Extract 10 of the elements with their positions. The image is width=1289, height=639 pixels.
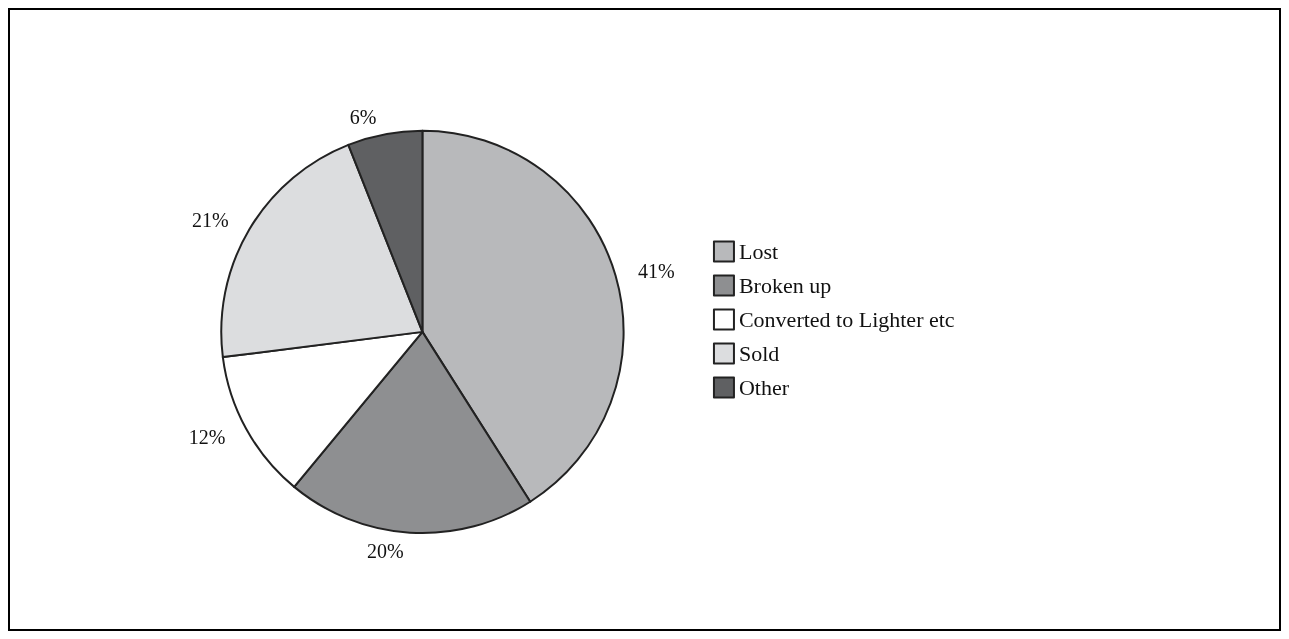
legend-label: Lost bbox=[738, 239, 779, 264]
legend-label: Sold bbox=[738, 341, 780, 366]
legend-label: Broken up bbox=[738, 273, 832, 298]
legend-label: Other bbox=[738, 375, 790, 400]
data-label: 12% bbox=[188, 426, 226, 449]
legend-label: Converted to Lighter etc bbox=[738, 307, 955, 332]
data-label: 41% bbox=[637, 259, 675, 282]
data-label: 6% bbox=[349, 105, 377, 128]
data-label: 20% bbox=[366, 539, 404, 562]
data-label: 21% bbox=[192, 209, 229, 232]
